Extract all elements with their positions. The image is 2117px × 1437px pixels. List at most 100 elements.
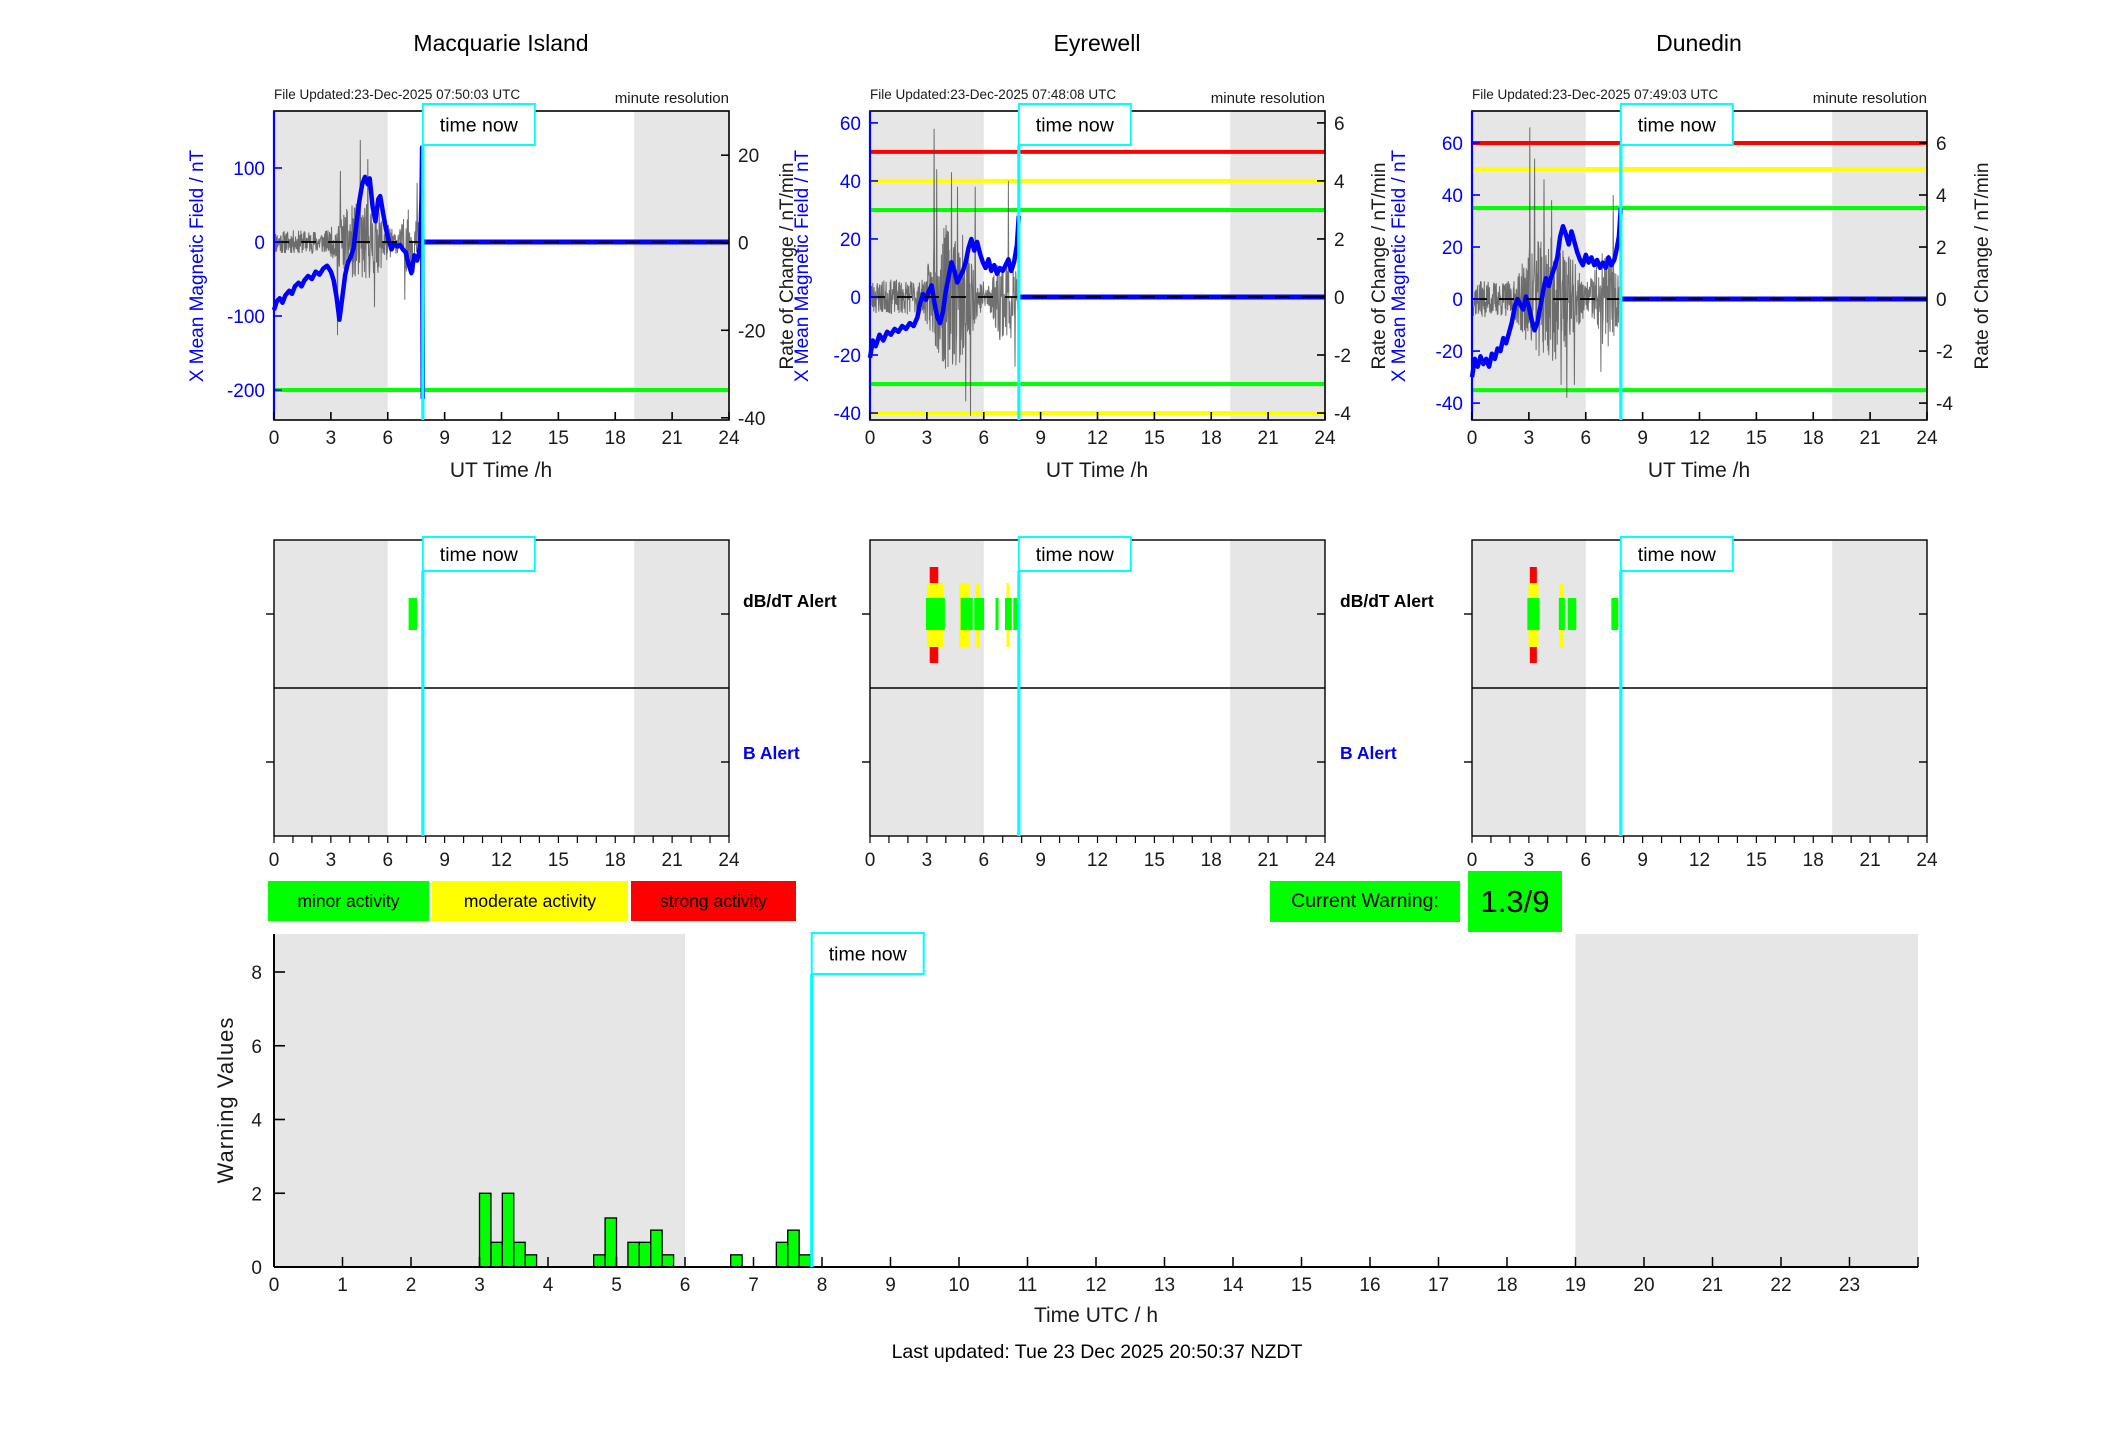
- x-tick: 24: [718, 850, 740, 871]
- night-shade-band: [1575, 934, 1918, 1267]
- time-now-label: time now: [829, 944, 908, 966]
- x-tick: 15: [548, 428, 569, 449]
- y-axis-label-left: X Mean Magnetic Field / nT: [1389, 149, 1410, 382]
- x-axis-label: UT Time /h: [450, 459, 552, 482]
- y-tick-left: 0: [254, 233, 265, 254]
- x-tick: 0: [269, 1275, 280, 1296]
- dbdt-alert-label: dB/dT Alert: [743, 591, 837, 611]
- y-tick: 0: [251, 1258, 262, 1279]
- warning-value-bar: [604, 1217, 618, 1268]
- current-warning-number: 1.3/9: [1480, 883, 1550, 919]
- y-tick-left: -100: [227, 307, 265, 328]
- x-tick: 15: [1746, 428, 1767, 449]
- x-tick: 2: [406, 1275, 417, 1296]
- x-tick: 20: [1633, 1275, 1654, 1296]
- y-axis-label-left: X Mean Magnetic Field / nT: [792, 149, 813, 382]
- warning-value-bar: [638, 1241, 652, 1268]
- x-tick: 6: [1580, 850, 1591, 871]
- y-tick-left: -40: [1436, 394, 1463, 415]
- y-axis-label-right: Rate of Change / nT/min: [1369, 163, 1390, 370]
- dbdt-alert-mark-green: [1558, 598, 1565, 630]
- x-tick: 15: [1144, 428, 1165, 449]
- time-now-box: [1619, 536, 1734, 572]
- x-tick: 12: [1087, 850, 1108, 871]
- time-now-box: [1017, 103, 1132, 146]
- y-tick-right: 0: [738, 234, 749, 255]
- warning-value-bar: [650, 1229, 663, 1268]
- x-tick: 13: [1154, 1275, 1175, 1296]
- plot-title: Dunedin: [1656, 30, 1742, 56]
- x-tick: 24: [1314, 850, 1336, 871]
- y-tick-left: 40: [1442, 186, 1463, 207]
- x-tick: 22: [1770, 1275, 1791, 1296]
- dbdt-alert-mark-green: [1611, 598, 1619, 630]
- x-tick: 11: [1018, 1275, 1038, 1296]
- x-tick: 18: [1201, 850, 1222, 871]
- y-tick-left: 60: [1442, 134, 1463, 155]
- x-tick: 9: [885, 1275, 896, 1296]
- x-tick: 24: [718, 428, 740, 449]
- time-now-markers-layer: time now time now time now time now time now…: [421, 103, 1734, 1267]
- warning-values-axis-label: Warning Values: [213, 1017, 238, 1184]
- legend-moderate-activity: moderate activity: [432, 881, 628, 921]
- x-tick: 6: [1580, 428, 1591, 449]
- y-tick-right: 0: [1334, 288, 1345, 309]
- x-tick: 23: [1839, 1275, 1860, 1296]
- x-tick: 21: [1860, 850, 1881, 871]
- x-tick: 10: [948, 1275, 969, 1296]
- x-tick: 18: [1496, 1275, 1517, 1296]
- x-tick: 0: [269, 850, 280, 871]
- x-tick: 1: [337, 1275, 348, 1296]
- warning-value-bar: [513, 1241, 526, 1268]
- x-tick: 9: [1035, 850, 1046, 871]
- warning-value-bar: [490, 1241, 503, 1268]
- warning-value-bar: [730, 1254, 743, 1268]
- y-tick-left: 20: [840, 230, 861, 251]
- x-tick: 3: [922, 850, 933, 871]
- x-tick: 0: [865, 850, 876, 871]
- last-updated-text: Last updated: Tue 23 Dec 2025 20:50:37 N…: [892, 1341, 1303, 1363]
- time-now-label: time now: [440, 115, 519, 137]
- y-tick-right: -2: [1936, 342, 1953, 363]
- dbdt-alert-mark-green: [1567, 598, 1577, 630]
- dbdt-alert-mark-green: [408, 598, 418, 630]
- legend-strong-activity: strong activity: [631, 881, 796, 921]
- y-tick-right: -2: [1334, 346, 1351, 367]
- legend-moderate-label: moderate activity: [463, 890, 597, 911]
- y-tick-left: 40: [840, 172, 861, 193]
- alert-panel-1: 0 3 6 9 12 15 18 21 24: [862, 539, 1336, 871]
- alert-panel-2: 0 3 6 9 12 15 18 21 24: [1464, 539, 1938, 871]
- x-tick: 15: [1746, 850, 1767, 871]
- x-tick: 3: [1524, 428, 1535, 449]
- time-now-box: [1017, 536, 1132, 572]
- y-tick-right: 6: [1936, 134, 1947, 155]
- y-axis-label-left: X Mean Magnetic Field / nT: [187, 149, 208, 382]
- y-tick-left: 0: [1452, 290, 1463, 311]
- y-tick-right: 20: [738, 146, 759, 167]
- dbdt-alert-mark-green: [1527, 598, 1540, 630]
- y-tick-right: -4: [1936, 394, 1953, 415]
- dbdt-alert-mark-green: [1004, 598, 1012, 630]
- x-tick: 15: [548, 850, 569, 871]
- x-tick: 12: [1085, 1275, 1106, 1296]
- y-tick-right: 4: [1936, 186, 1947, 207]
- mean-field-curve: [867, 215, 1022, 359]
- time-now-box: [1619, 103, 1734, 146]
- warning-value-bar: [524, 1254, 538, 1268]
- x-tick: 12: [491, 850, 512, 871]
- warning-value-bar: [627, 1241, 640, 1268]
- y-tick: 8: [251, 963, 262, 984]
- x-tick: 5: [611, 1275, 622, 1296]
- file-updated-text: File Updated:23-Dec-2025 07:48:08 UTC: [870, 87, 1116, 102]
- y-tick-right: -40: [738, 409, 765, 430]
- time-now-label: time now: [440, 544, 519, 566]
- y-axis-label-right: Rate of Change / nT/min: [1972, 163, 1993, 370]
- rate-of-change-trace: [1471, 127, 1622, 398]
- y-tick-right: 2: [1334, 230, 1345, 251]
- current-warning-label: Current Warning:: [1270, 881, 1460, 922]
- resolution-note: minute resolution: [1813, 90, 1927, 107]
- night-shade-band: [1832, 111, 1927, 420]
- night-shade-band: [1230, 111, 1325, 420]
